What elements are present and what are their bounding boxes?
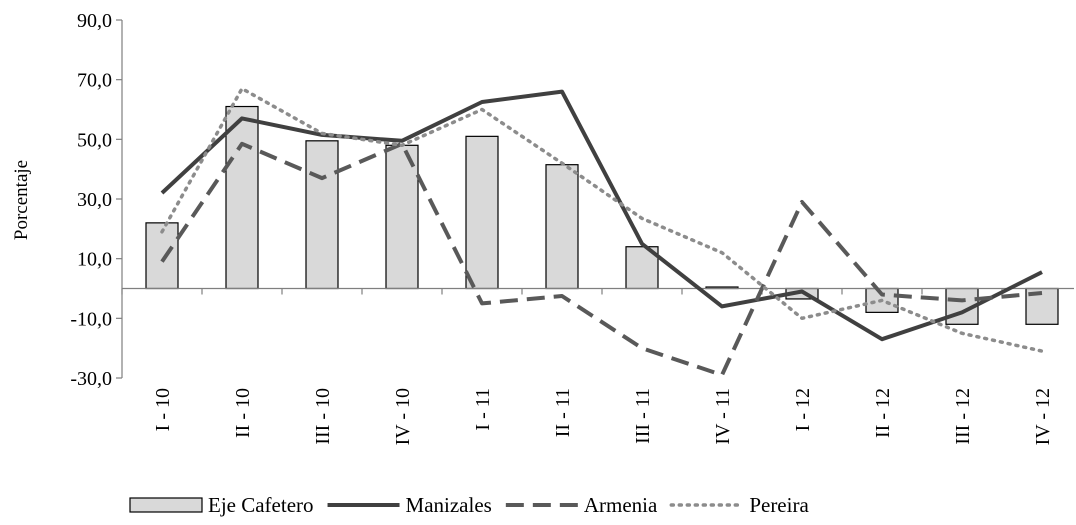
x-tick-label: III - 12 bbox=[952, 388, 974, 445]
legend-label-armenia: Armenia bbox=[584, 493, 658, 517]
x-tick-label: IV - 11 bbox=[712, 388, 734, 445]
y-tick-label: 90,0 bbox=[77, 10, 112, 32]
x-tick-label: I - 12 bbox=[792, 388, 814, 431]
x-tick-label: I - 10 bbox=[152, 388, 174, 431]
x-tick-label: II - 10 bbox=[232, 388, 254, 438]
bar bbox=[545, 164, 579, 290]
legend-label-manizales: Manizales bbox=[406, 493, 492, 517]
bar bbox=[465, 135, 499, 290]
line-series bbox=[160, 86, 1044, 377]
y-tick-label: -30,0 bbox=[70, 368, 112, 390]
x-tick-labels: I - 10 II - 10 III - 10 IV - 10 I - 11 II - 1… bbox=[152, 388, 1054, 445]
legend-label-eje-cafetero: Eje Cafetero bbox=[208, 493, 314, 517]
y-tick-label: 30,0 bbox=[77, 189, 112, 211]
x-tick-label: IV - 12 bbox=[1032, 388, 1054, 445]
bar bbox=[145, 222, 179, 290]
bar bbox=[385, 144, 419, 290]
x-tick-label: I - 11 bbox=[472, 388, 494, 431]
legend-label-pereira: Pereira bbox=[749, 493, 809, 517]
y-tick-label: 10,0 bbox=[77, 249, 112, 271]
line-manizales bbox=[160, 89, 1043, 342]
bar bbox=[305, 140, 339, 290]
line-pereira bbox=[160, 86, 1044, 353]
x-tick-label: II - 11 bbox=[552, 388, 574, 437]
x-tick-label: IV - 10 bbox=[392, 388, 414, 445]
x-tick-label: III - 10 bbox=[312, 388, 334, 445]
y-tick-label: 70,0 bbox=[77, 70, 112, 92]
x-tick-label: II - 12 bbox=[872, 388, 894, 438]
y-tick-label: 50,0 bbox=[77, 129, 112, 151]
legend: Eje Cafetero Manizales Armenia Pereira bbox=[129, 493, 809, 517]
y-axis: 90,0 70,0 50,0 30,0 10,0 -10,0 -30,0 bbox=[70, 10, 123, 390]
x-axis bbox=[121, 287, 1074, 295]
bar-series-eje-cafetero bbox=[145, 105, 1059, 325]
y-axis-label: Porcentaje bbox=[11, 160, 32, 240]
x-tick-label: III - 11 bbox=[632, 388, 654, 444]
bar bbox=[225, 105, 259, 290]
line-armenia bbox=[160, 141, 1043, 377]
legend-swatch-eje-cafetero bbox=[129, 497, 203, 513]
y-tick-label: -10,0 bbox=[70, 308, 112, 330]
